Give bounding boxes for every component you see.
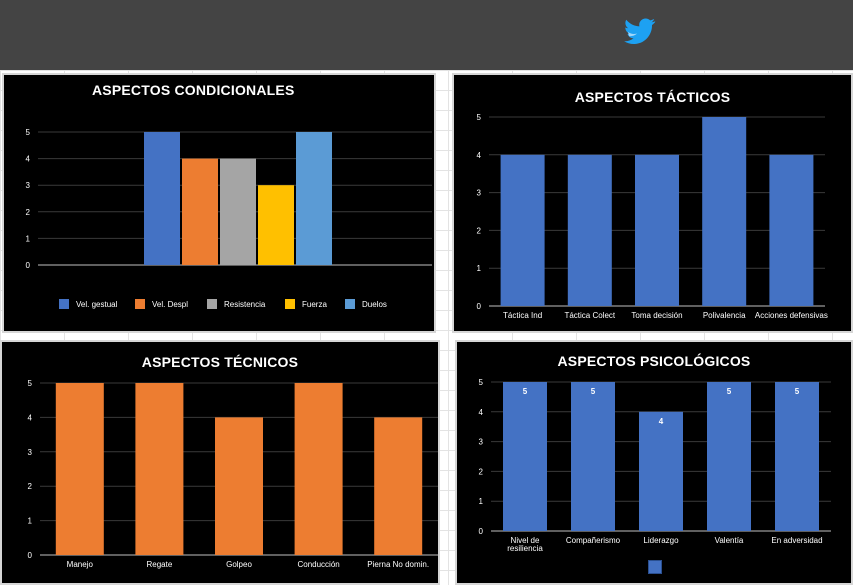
y-tick-label: 2 (28, 482, 33, 491)
x-tick-label: Acciones defensivas (755, 311, 828, 320)
y-tick-label: 5 (477, 113, 482, 122)
bar (571, 382, 615, 531)
bar (215, 417, 263, 555)
x-tick-label: resiliencia (507, 544, 543, 553)
legend-label: Resistencia (224, 300, 266, 309)
y-tick-label: 1 (28, 517, 33, 526)
chart-plot-tecnicos: 0 1 2 3 4 5 Manejo Regate Golpeo Conducción Pierna… (28, 379, 438, 569)
y-tick-label: 1 (477, 264, 482, 273)
top-bar (0, 0, 853, 70)
x-tick-label: Golpeo (226, 560, 252, 569)
x-tick-label: Polivalencia (703, 311, 746, 320)
chart-title: ASPECTOS PSICOLÓGICOS (557, 353, 751, 369)
legend-label: Duelos (362, 300, 387, 309)
x-tick-label: Regate (147, 560, 173, 569)
y-tick-label: 0 (28, 551, 33, 560)
chart-panel-tecnicos: ASPECTOS TÉCNICOS 0 1 2 3 4 5 Manejo Regate Golp… (0, 340, 440, 585)
data-label: 5 (795, 387, 800, 396)
chart-panel-psicologicos: ASPECTOS PSICOLÓGICOS 0 1 2 3 4 5 5 Nivel de res… (455, 340, 853, 585)
bar (567, 154, 612, 306)
x-tick-label: Manejo (67, 560, 94, 569)
x-tick-label: Táctica Ind (503, 311, 542, 320)
y-tick-label: 2 (26, 208, 31, 217)
y-tick-label: 2 (479, 467, 484, 476)
bar (294, 383, 343, 555)
bar (635, 154, 679, 306)
legend-swatch (135, 299, 145, 309)
x-tick-label: Valentía (715, 536, 744, 545)
y-tick-label: 2 (477, 226, 482, 235)
data-label: 4 (659, 417, 664, 426)
legend-swatch (285, 299, 295, 309)
chart-panel-condicionales: ASPECTOS CONDICIONALES 0 1 2 3 4 5 Vel. gestua… (2, 73, 436, 333)
y-tick-label: 0 (479, 527, 484, 536)
bar (144, 132, 180, 265)
legend-label: Vel. gestual (76, 300, 118, 309)
bar (702, 117, 747, 306)
bar (182, 158, 218, 265)
legend-swatch (59, 299, 69, 309)
y-tick-label: 4 (28, 413, 33, 422)
chart-panel-tacticos: ASPECTOS TÁCTICOS 0 1 2 3 4 5 Táctica Ind Tácti… (452, 73, 853, 333)
y-tick-label: 4 (479, 408, 484, 417)
legend-swatch (207, 299, 217, 309)
chart-title: ASPECTOS CONDICIONALES (92, 82, 295, 98)
x-tick-label: Táctica Colect (564, 311, 615, 320)
bar (220, 158, 256, 265)
data-label: 5 (523, 387, 528, 396)
y-tick-label: 1 (479, 497, 484, 506)
bar (503, 382, 547, 531)
y-tick-label: 3 (479, 438, 484, 447)
bar (296, 132, 332, 265)
y-tick-label: 5 (479, 378, 484, 387)
bar (258, 185, 294, 265)
bar (769, 154, 814, 306)
y-tick-label: 5 (26, 128, 31, 137)
x-tick-label: Pierna No domin. (367, 560, 429, 569)
legend-swatch (345, 299, 355, 309)
chart-plot-condicionales: 0 1 2 3 4 5 Vel. gestual Vel. Despl Resistencia F… (26, 128, 432, 309)
y-tick-label: 0 (477, 302, 482, 311)
twitter-bird-icon[interactable] (624, 18, 656, 46)
chart-plot-tacticos: 0 1 2 3 4 5 Táctica Ind Táctica Colect Toma deci… (477, 113, 828, 320)
chart-title: ASPECTOS TÁCTICOS (574, 89, 731, 105)
y-tick-label: 4 (26, 155, 31, 164)
data-label: 5 (591, 387, 596, 396)
bar (775, 382, 819, 531)
x-tick-label: Liderazgo (643, 536, 679, 545)
bar (707, 382, 751, 531)
y-tick-label: 3 (477, 189, 482, 198)
bar (55, 383, 104, 555)
bar (500, 154, 545, 306)
chart-title: ASPECTOS TÉCNICOS (141, 354, 299, 370)
bar (639, 411, 683, 531)
x-tick-label: En adversidad (771, 536, 822, 545)
x-tick-label: Conducción (297, 560, 339, 569)
bar (135, 383, 184, 555)
x-tick-label: Compañerismo (566, 536, 621, 545)
legend-label: Fuerza (302, 300, 327, 309)
y-tick-label: 3 (26, 181, 31, 190)
y-tick-label: 3 (28, 448, 33, 457)
legend-swatch-psicologicos (648, 560, 662, 574)
x-tick-label: Nivel de (511, 536, 540, 545)
y-tick-label: 1 (26, 234, 31, 243)
x-tick-label: Toma decisión (631, 311, 682, 320)
bar (374, 417, 423, 555)
data-label: 5 (727, 387, 732, 396)
legend-label: Vel. Despl (152, 300, 188, 309)
y-tick-label: 5 (28, 379, 33, 388)
y-tick-label: 0 (26, 261, 31, 270)
y-tick-label: 4 (477, 151, 482, 160)
